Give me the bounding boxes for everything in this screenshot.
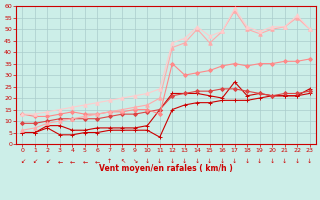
X-axis label: Vent moyen/en rafales ( km/h ): Vent moyen/en rafales ( km/h ) <box>99 164 233 173</box>
